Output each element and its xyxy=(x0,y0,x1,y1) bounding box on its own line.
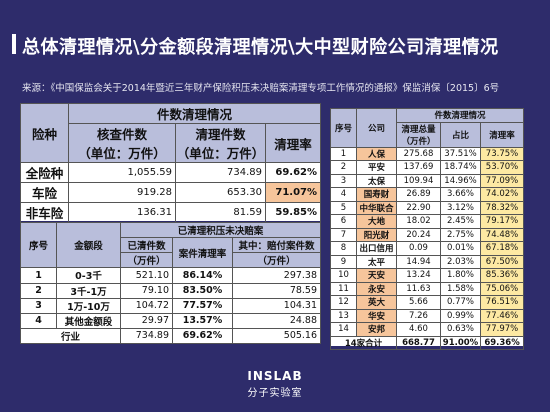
inslab-logo: INSLAB xyxy=(247,369,303,383)
col-no: 序号 xyxy=(20,221,57,269)
col-count: 已清件数 xyxy=(120,237,173,254)
table-row: 8 出口信用 0.09 0.01% 67.18% xyxy=(330,241,525,256)
table-row: 4 其他金额段 29.97 13.57% 24.88 xyxy=(20,312,322,329)
title-accent-bar xyxy=(12,34,16,54)
group-header: 件数清理情况 xyxy=(395,108,525,123)
inslab-logo-subtitle: 分子实验室 xyxy=(247,388,303,399)
col-cleared: 清理件数 （单位：万件） xyxy=(175,123,266,163)
table-row: 11 永安 11.63 1.58% 75.06% xyxy=(330,281,525,296)
col-company: 公司 xyxy=(356,108,397,148)
table-row: 6 大地 18.02 2.45% 79.17% xyxy=(330,214,525,229)
col-rate: 清理率 xyxy=(479,121,525,148)
col-pay-unit: （万件） xyxy=(231,252,322,269)
col-range: 金额段 xyxy=(56,221,121,269)
table-row: 3 太保 109.94 14.96% 77.09% xyxy=(330,173,525,188)
table-row: 1 人保 275.68 37.51% 73.75% xyxy=(330,146,525,161)
table-row: 2 平安 137.69 18.74% 53.70% xyxy=(330,160,525,175)
table-row: 全险种 1,055.59 734.89 69.62% xyxy=(20,162,322,183)
table-row: 12 英大 5.66 0.77% 76.51% xyxy=(330,295,525,310)
table-row: 车险 919.28 653.30 71.07% xyxy=(20,182,322,203)
table-row: 非车险 136.31 81.59 59.85% xyxy=(20,202,322,223)
table-row: 3 1万-10万 104.72 77.57% 104.31 xyxy=(20,297,322,314)
table-row: 10 天安 13.24 1.80% 85.36% xyxy=(330,268,525,283)
overall-clearance-table: 险种 件数清理情况 核查件数 （单位：万件） 清理件数 （单位：万件） 清理率 … xyxy=(20,103,322,223)
table-row: 7 阳光财 20.24 2.75% 74.48% xyxy=(330,227,525,242)
source-note: 来源：《中国保监会关于2014年暨近三年财产保险积压未决赔案清理专项工作情况的通… xyxy=(22,83,500,94)
col-total: 清理总量 （万件） xyxy=(396,121,441,148)
table-row: 13 华安 7.26 0.99% 77.46% xyxy=(330,308,525,323)
table-row: 14 安邦 4.60 0.63% 77.97% xyxy=(330,322,525,337)
amount-range-table: 序号 金额段 已清理积压未决赔案 已清件数 案件清理率 其中：赔付案件数 （万件… xyxy=(20,221,322,345)
total-row: 14家合计 668.77 91.00% 69.36% xyxy=(330,335,525,350)
group-header: 已清理积压未决赔案 xyxy=(119,221,322,239)
table-row: 9 太平 14.94 2.03% 67.50% xyxy=(330,254,525,269)
col-verified: 核查件数 （单位：万件） xyxy=(68,123,176,163)
col-count-unit: （万件） xyxy=(120,252,173,269)
col-share: 占比 xyxy=(440,121,481,148)
group-header: 件数清理情况 xyxy=(67,103,322,124)
col-category: 险种 xyxy=(20,103,69,163)
col-rate: 清理率 xyxy=(264,123,322,163)
page-title: 总体清理情况\分金额段清理情况\大中型财险公司清理情况 xyxy=(22,37,499,58)
table-row: 5 中华联合 22.90 3.12% 78.32% xyxy=(330,200,525,215)
table-row: 4 国寿财 26.89 3.66% 74.02% xyxy=(330,187,525,202)
company-clearance-table: 序号 公司 件数清理情况 清理总量 （万件） 占比 清理率 1 人保 275.68 3… xyxy=(330,108,525,350)
col-no: 序号 xyxy=(330,108,357,148)
total-row: 行业 734.89 69.62% 505.16 xyxy=(20,327,322,345)
col-pay: 其中：赔付案件数 xyxy=(231,237,322,254)
table-row: 2 3千-1万 79.10 83.50% 78.59 xyxy=(20,282,322,299)
table-row: 1 0-3千 521.10 86.14% 297.38 xyxy=(20,267,322,284)
col-rate: 案件清理率 xyxy=(172,237,233,269)
